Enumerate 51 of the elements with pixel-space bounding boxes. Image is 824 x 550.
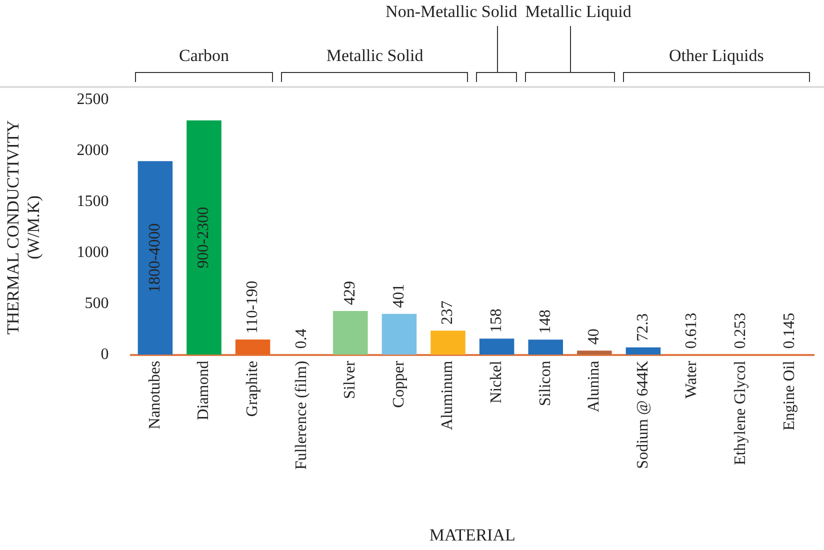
bar — [479, 338, 514, 355]
data-label: 40 — [586, 328, 603, 345]
data-label: 0.613 — [683, 312, 700, 349]
bar — [626, 347, 661, 355]
x-tick-label: Silver — [342, 360, 359, 399]
text: Metallic Solid — [326, 46, 424, 66]
data-label: 429 — [342, 281, 359, 306]
data-label: 158 — [488, 308, 506, 333]
x-tick-label: Silicon — [536, 360, 554, 406]
x-tick-label: Nickel — [488, 360, 506, 404]
x-tick-label: Graphite — [244, 360, 262, 417]
y-tick-label: 2500 — [76, 91, 109, 108]
bar — [235, 339, 270, 355]
y-tick-label: 0 — [100, 346, 109, 363]
text: Non-Metallic Solid — [386, 2, 518, 22]
data-label: 0.145 — [780, 312, 798, 349]
x-tick-label: Diamond — [195, 360, 212, 420]
text: Metallic Liquid — [525, 2, 632, 22]
bar — [382, 314, 417, 355]
x-tick-label: Engine Oil — [780, 360, 798, 431]
y-tick-label: 1500 — [76, 193, 109, 210]
x-tick-label: Aluminum — [439, 360, 456, 430]
text: Carbon — [178, 46, 230, 66]
x-tick-label: Fullerence (film) — [292, 360, 310, 470]
bar — [333, 311, 368, 355]
data-label: 237 — [439, 300, 456, 325]
text: Other Liquids — [668, 46, 764, 66]
y-tick-label: 2000 — [76, 142, 109, 160]
y-tick-label: 500 — [84, 295, 109, 312]
data-label: 72.3 — [634, 313, 652, 342]
y-tick-label: 1000 — [76, 244, 109, 262]
y-axis-title: THERMAL CONDUCTIVITY (W/M.K) — [4, 120, 44, 334]
bar — [138, 161, 173, 355]
data-label: 0.253 — [732, 312, 750, 349]
x-tick-label: Water — [683, 360, 700, 399]
x-tick-label: Copper — [390, 360, 408, 408]
bar — [528, 340, 563, 355]
data-label: 900-2300 — [195, 206, 212, 268]
bar — [186, 120, 222, 355]
data-label: 110-190 — [244, 280, 262, 334]
x-tick-label: Nanotubes — [146, 360, 164, 430]
data-label: 1800-4000 — [146, 223, 164, 293]
x-axis-title: MATERIAL — [429, 525, 516, 544]
x-tick-label: Alunina — [586, 360, 603, 412]
x-tick-label: Sodium @ 644K — [634, 360, 652, 469]
data-label: 148 — [536, 310, 554, 334]
bar — [430, 330, 466, 355]
data-label: 401 — [390, 284, 408, 308]
x-tick-label: Ethylene Glycol — [732, 360, 750, 466]
data-label: 0.4 — [292, 328, 310, 349]
bar — [577, 350, 612, 355]
